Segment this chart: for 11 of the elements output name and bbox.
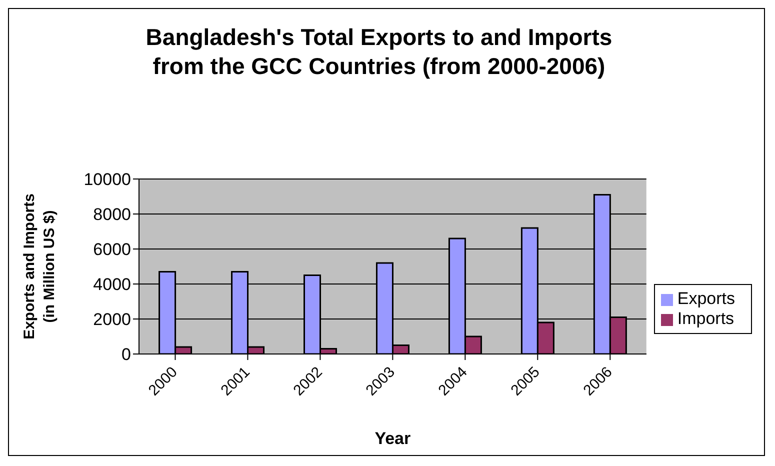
y-tick-label: 8000 [93,205,131,224]
legend-label: Exports [677,289,735,308]
chart-title: Bangladesh's Total Exports to and Imports from the GCC Countries (from 2000-2006) [144,23,614,81]
legend-label: Imports [677,309,734,328]
x-axis-title: Year [374,429,412,448]
y-tick-label: 10000 [84,170,131,190]
y-tick-label: 2000 [93,310,131,330]
y-axis-title: Exports and Imports (in Million US $) [21,194,58,340]
y-tick-label: 6000 [93,240,131,260]
y-tick-label: 4000 [93,275,131,294]
y-tick-label: 0 [122,345,131,364]
